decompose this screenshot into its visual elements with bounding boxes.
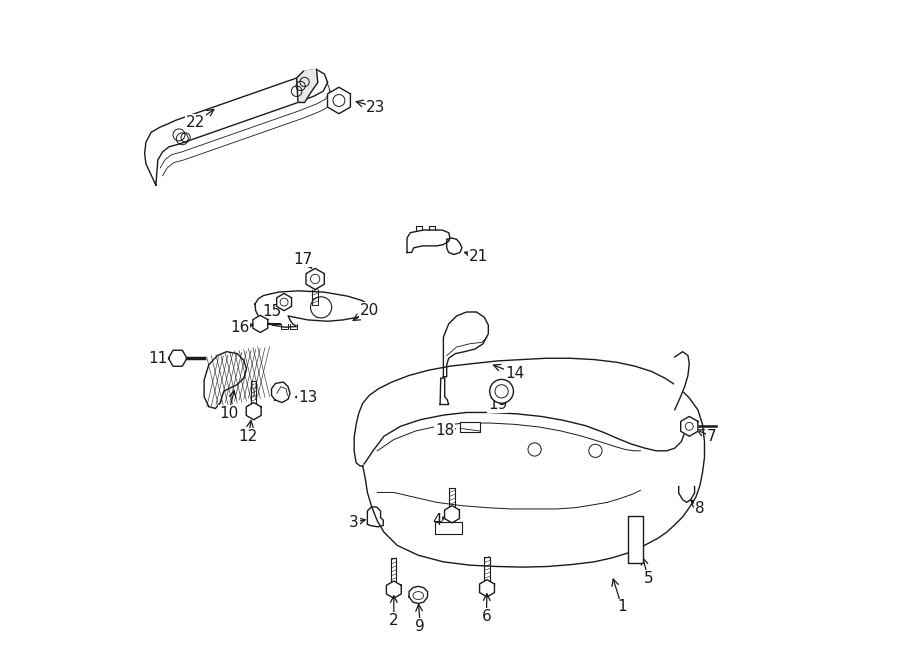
Polygon shape xyxy=(247,403,261,420)
Polygon shape xyxy=(145,69,328,185)
Polygon shape xyxy=(480,580,494,597)
Polygon shape xyxy=(444,312,489,377)
Text: 10: 10 xyxy=(219,406,238,420)
Text: 1: 1 xyxy=(617,600,626,614)
Polygon shape xyxy=(276,293,292,311)
Text: 21: 21 xyxy=(469,249,488,264)
Text: 23: 23 xyxy=(366,100,386,114)
Polygon shape xyxy=(409,586,428,603)
Polygon shape xyxy=(679,486,695,502)
Polygon shape xyxy=(168,350,187,366)
Polygon shape xyxy=(328,87,350,114)
Text: 13: 13 xyxy=(298,391,318,405)
Polygon shape xyxy=(680,416,698,436)
Text: 9: 9 xyxy=(416,619,425,634)
Circle shape xyxy=(490,379,514,403)
Polygon shape xyxy=(367,507,383,527)
Text: 15: 15 xyxy=(262,305,281,319)
Polygon shape xyxy=(306,268,324,290)
Bar xyxy=(628,516,643,563)
Text: 5: 5 xyxy=(644,571,653,586)
Polygon shape xyxy=(272,382,290,403)
Text: 22: 22 xyxy=(186,115,205,130)
Text: 11: 11 xyxy=(148,351,167,366)
Polygon shape xyxy=(355,358,705,567)
Polygon shape xyxy=(440,378,449,405)
Text: 6: 6 xyxy=(482,609,491,623)
Polygon shape xyxy=(255,291,371,327)
Text: 12: 12 xyxy=(238,429,258,444)
Text: 18: 18 xyxy=(435,424,454,438)
Polygon shape xyxy=(675,352,689,410)
Text: 14: 14 xyxy=(505,366,525,381)
Polygon shape xyxy=(297,69,318,102)
Text: 17: 17 xyxy=(293,252,313,266)
Polygon shape xyxy=(445,506,459,523)
Text: 3: 3 xyxy=(349,515,359,529)
Polygon shape xyxy=(386,581,401,598)
Text: 8: 8 xyxy=(695,502,705,516)
Text: 20: 20 xyxy=(360,303,379,318)
Polygon shape xyxy=(204,352,247,408)
Polygon shape xyxy=(407,230,450,253)
Text: 4: 4 xyxy=(432,514,442,528)
Text: 19: 19 xyxy=(488,397,508,412)
Polygon shape xyxy=(253,315,267,332)
Polygon shape xyxy=(446,238,462,254)
Text: 2: 2 xyxy=(389,613,399,627)
Text: 7: 7 xyxy=(706,429,716,444)
Text: 16: 16 xyxy=(230,320,249,334)
Bar xyxy=(460,422,480,432)
